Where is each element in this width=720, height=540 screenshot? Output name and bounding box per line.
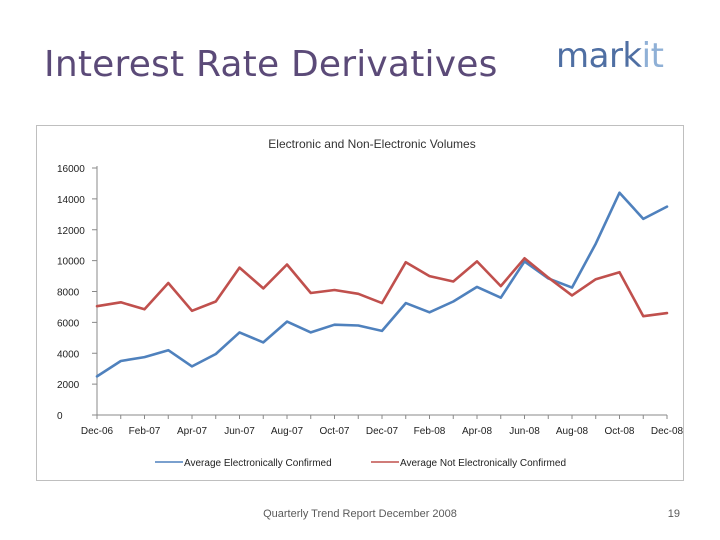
footer-text: Quarterly Trend Report December 2008: [263, 508, 457, 520]
y-tick-label: 14000: [57, 195, 85, 206]
slide-title: Interest Rate Derivatives: [44, 44, 498, 85]
x-tick-label: Feb-07: [129, 426, 161, 437]
line-chart: Electronic and Non-Electronic Volumes 0 20…: [57, 137, 684, 469]
x-tick-label: Apr-08: [462, 426, 492, 437]
logo-text-main: mark: [556, 36, 642, 76]
x-tick-label: Aug-07: [271, 426, 304, 437]
series-line-electronic: [95, 191, 669, 378]
y-tick-label: 16000: [57, 164, 85, 175]
y-tick-label: 12000: [57, 226, 85, 237]
x-tick-label: Aug-08: [556, 426, 589, 437]
series-line-non-electronic: [95, 257, 669, 318]
x-tick-label: Jun-08: [509, 426, 540, 437]
y-tick-label: 2000: [57, 380, 80, 391]
x-tick-label: Oct-08: [604, 426, 634, 437]
y-tick-label: 8000: [57, 288, 80, 299]
page-number: 19: [667, 508, 680, 520]
x-tick-label: Feb-08: [414, 426, 446, 437]
x-tick-label: Dec-06: [81, 426, 114, 437]
y-tick-label: 4000: [57, 349, 80, 360]
chart-frame: Electronic and Non-Electronic Volumes 0 20…: [36, 125, 684, 481]
y-tick-label: 0: [57, 411, 63, 422]
legend-label: Average Not Electronically Confirmed: [400, 458, 566, 469]
x-tick-label: Dec-07: [366, 426, 399, 437]
y-tick-label: 10000: [57, 257, 85, 268]
markit-logo: markit: [556, 36, 664, 76]
x-tick-label: Apr-07: [177, 426, 207, 437]
legend-label: Average Electronically Confirmed: [184, 458, 332, 469]
chart-title: Electronic and Non-Electronic Volumes: [268, 137, 475, 151]
x-tick-label: Oct-07: [319, 426, 349, 437]
x-tick-label: Jun-07: [224, 426, 255, 437]
y-tick-label: 6000: [57, 318, 80, 329]
logo-text-accent: it: [641, 36, 664, 76]
x-tick-label: Dec-08: [651, 426, 684, 437]
